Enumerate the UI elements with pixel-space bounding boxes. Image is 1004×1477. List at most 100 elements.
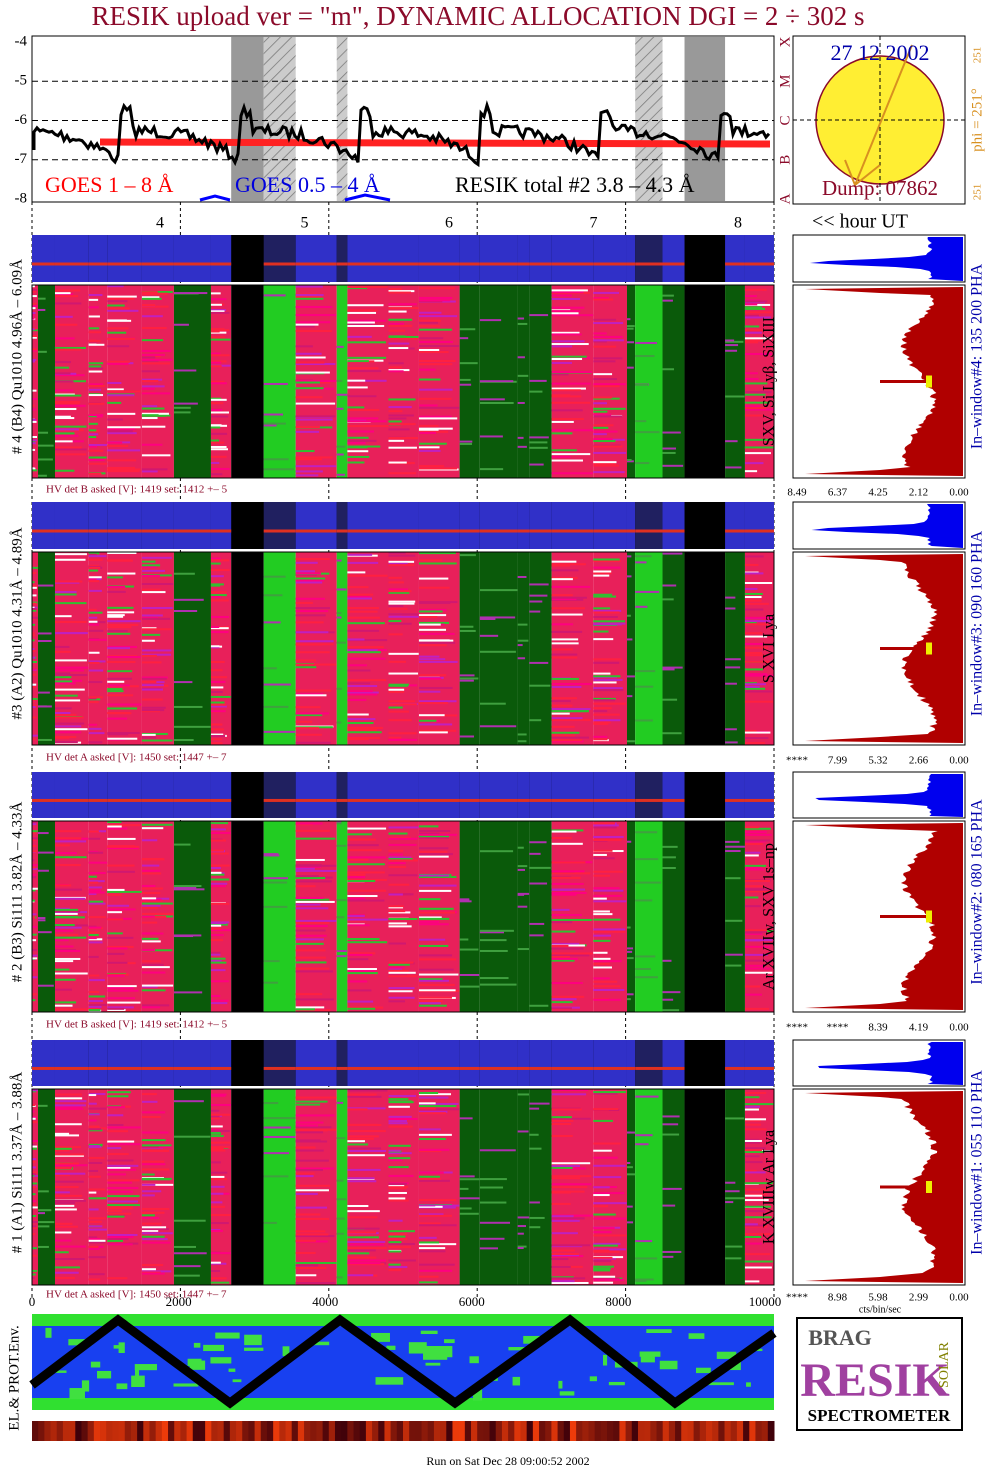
spectrogram-streak	[88, 889, 102, 892]
spectrogram-streak	[418, 337, 444, 340]
env-strip	[297, 1421, 305, 1441]
spectrogram-streak	[88, 1146, 102, 1149]
spectrogram-streak	[32, 302, 37, 305]
spectrogram-streak	[593, 951, 608, 954]
spectrogram-streak	[744, 1091, 767, 1094]
spectrogram-streak	[32, 738, 36, 741]
spectrogram-streak	[529, 1201, 540, 1204]
spectrogram-streak	[418, 996, 452, 999]
spectrogram-streak	[141, 921, 158, 924]
spectrogram-streak	[295, 689, 332, 692]
spectrogram-streak	[54, 699, 81, 702]
spectrogram-column	[662, 552, 685, 745]
spectrogram-streak	[347, 972, 378, 975]
spectrogram-column	[231, 285, 264, 478]
env-blob	[118, 1342, 125, 1354]
env-blob	[203, 1344, 225, 1352]
spectrogram-streak	[551, 333, 582, 336]
spectrogram-streak	[141, 989, 166, 992]
spectrogram-streak	[388, 291, 411, 294]
spectrogram-streak	[295, 720, 313, 723]
env-strip	[551, 1421, 559, 1441]
spectrogram-streak	[210, 1252, 231, 1255]
strip-line	[626, 529, 636, 533]
spectrogram-streak	[418, 660, 458, 663]
spectrogram-streak	[459, 440, 473, 443]
strip-block	[295, 772, 337, 818]
spectrogram-streak	[593, 721, 611, 724]
spectrogram-streak	[551, 459, 583, 462]
spectrogram-streak	[551, 1281, 589, 1284]
spectrogram-streak	[54, 323, 78, 326]
spectrogram-streak	[54, 978, 76, 981]
env-blob	[116, 1383, 128, 1390]
spectrogram-streak	[295, 621, 324, 624]
spectrogram-streak	[551, 1277, 586, 1280]
strip-block	[347, 235, 389, 282]
spectrogram-streak	[88, 925, 97, 928]
spectrogram-streak	[347, 871, 385, 874]
env-strip	[508, 1421, 515, 1441]
spectrogram-streak	[529, 934, 544, 937]
spectrogram-streak	[388, 736, 402, 739]
spectrogram-streak	[418, 404, 438, 407]
spectrogram-streak	[32, 584, 38, 587]
spectrogram-streak	[418, 1204, 460, 1207]
env-strip	[625, 1421, 633, 1441]
spectrogram-streak	[418, 1096, 449, 1099]
strip-block	[173, 502, 211, 549]
spectrogram-streak	[347, 738, 369, 741]
env-blob	[512, 1376, 521, 1386]
env-strip	[359, 1421, 367, 1441]
spectrogram-streak	[744, 621, 757, 624]
spectrogram-streak	[263, 877, 289, 880]
spectrogram-streak	[635, 383, 649, 386]
spectrogram-streak	[54, 1239, 72, 1242]
spectrogram-streak	[210, 1178, 228, 1181]
spectrogram-column	[725, 821, 745, 1012]
strip-line	[263, 262, 296, 266]
spectrogram-streak	[388, 975, 418, 978]
spectrogram-streak	[551, 361, 572, 364]
spectrogram-streak	[517, 1216, 530, 1219]
spectrogram-streak	[662, 668, 675, 671]
spectrogram-streak	[141, 661, 162, 664]
spectrogram-streak	[551, 982, 583, 985]
spectrogram-streak	[173, 725, 211, 728]
spectrogram-streak	[54, 1008, 89, 1011]
logo-side: SOLAR	[937, 1341, 952, 1388]
spectrogram-streak	[593, 426, 609, 429]
spectrogram-streak	[32, 616, 38, 619]
spectrogram-streak	[210, 645, 220, 648]
spectrogram-streak	[107, 733, 129, 736]
hour-label: 7	[590, 215, 598, 232]
spectrogram-streak	[418, 1138, 446, 1141]
spectrogram-streak	[725, 1245, 743, 1248]
spectrogram-streak	[388, 660, 406, 663]
spectrogram-streak	[635, 1240, 653, 1243]
env-strip	[403, 1421, 410, 1441]
spectrogram-streak	[54, 945, 74, 948]
spectrogram-streak	[54, 666, 89, 669]
spectrogram-frame	[31, 820, 775, 1013]
spectrogram-streak	[210, 424, 222, 427]
spectrogram-streak	[107, 1186, 139, 1189]
spectrogram-streak	[32, 699, 36, 702]
strip-line	[210, 1066, 232, 1070]
spectrogram-streak	[479, 319, 502, 322]
env-strip	[248, 1421, 256, 1441]
spectrogram-streak	[347, 1249, 376, 1252]
spectrogram-streak	[635, 1134, 653, 1137]
spectrogram-column	[210, 821, 232, 1012]
spectrogram-streak	[32, 469, 38, 472]
spectrogram-streak	[141, 1100, 158, 1103]
spectrogram-streak	[593, 722, 609, 725]
spectrogram-frame	[31, 1088, 775, 1286]
spectrogram-streak	[107, 1237, 129, 1240]
spectrogram-streak	[593, 960, 622, 963]
strip-block	[295, 1040, 337, 1086]
spectrogram-streak	[32, 1226, 37, 1229]
spectrogram-streak	[210, 710, 226, 713]
spectrogram-streak	[107, 412, 136, 415]
